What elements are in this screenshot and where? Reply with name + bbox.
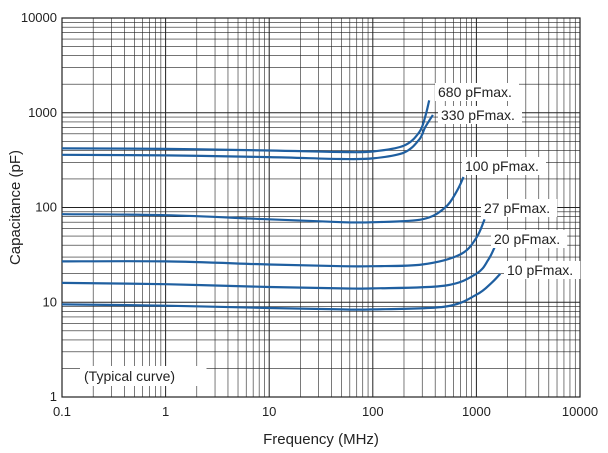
series-line <box>61 246 496 290</box>
series-label-background <box>438 106 522 124</box>
series-label-background <box>462 157 546 175</box>
y-axis-label: Capacitance (pF) <box>7 150 24 265</box>
series-label: 100 pFmax. <box>465 158 539 174</box>
series-layer: 680 pFmax. 330 pFmax. 100 pFmax. 27 pFmax. 2… <box>61 83 581 311</box>
series-line <box>61 100 431 154</box>
x-tick-label: 10 <box>262 404 276 419</box>
grid <box>61 18 580 398</box>
y-tick-label: 1 <box>50 389 57 404</box>
plot-frame <box>61 17 581 398</box>
series-label-background <box>435 83 519 101</box>
series-label: 680 pFmax. <box>438 84 512 100</box>
y-tick-label: 100 <box>35 200 57 215</box>
series-line <box>61 272 502 311</box>
y-tick-label: 10000 <box>21 10 57 25</box>
x-tick-label: 1000 <box>462 404 491 419</box>
series-line <box>61 114 434 161</box>
y-tick-label: 10 <box>43 294 57 309</box>
series-line <box>61 176 465 224</box>
series-label: 20 pFmax. <box>494 231 560 247</box>
series-label-background <box>504 261 581 279</box>
series-label: 27 pFmax. <box>484 200 550 216</box>
x-tick-label: 0.1 <box>53 404 71 419</box>
typical-curve-annotation: (Typical curve) <box>84 368 175 384</box>
x-tick-label: 10000 <box>562 404 598 419</box>
series-label: 10 pFmax. <box>507 262 573 278</box>
x-tick-label: 100 <box>362 404 384 419</box>
series-label: 330 pFmax. <box>441 107 515 123</box>
series-line <box>61 218 486 268</box>
x-tick-label: 1 <box>162 404 169 419</box>
series-label-background <box>491 230 568 248</box>
y-tick-label: 1000 <box>28 105 57 120</box>
annotation-background <box>80 366 207 386</box>
series-label-background <box>481 199 558 217</box>
x-axis-label: Frequency (MHz) <box>263 431 379 448</box>
